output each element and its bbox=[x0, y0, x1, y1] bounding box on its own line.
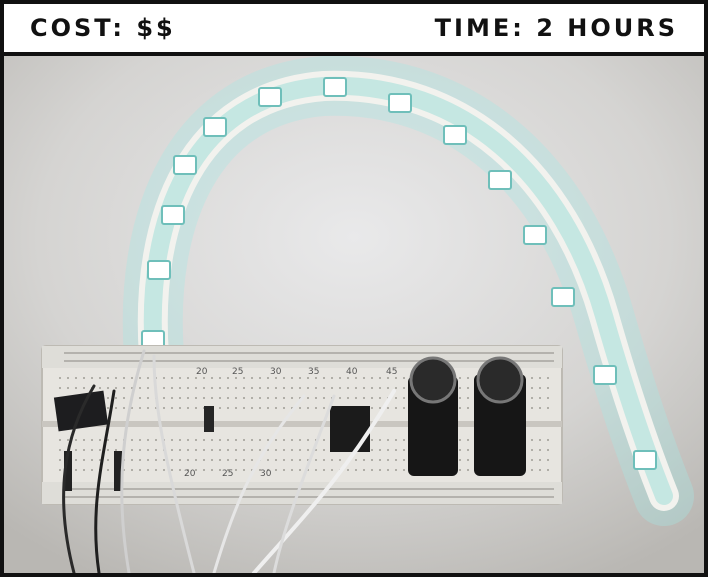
wires bbox=[62, 349, 396, 573]
board-number-35: 35 bbox=[308, 367, 319, 377]
board-number-20: 20 bbox=[196, 367, 208, 377]
board-number-30b: 30 bbox=[260, 469, 272, 479]
board-number-25: 25 bbox=[232, 367, 243, 377]
board-number-25b: 25 bbox=[222, 469, 233, 479]
board-number-20b: 20 bbox=[184, 469, 196, 479]
project-photo: 20 25 30 35 40 45 20 25 30 bbox=[4, 56, 704, 573]
board-number-40: 40 bbox=[346, 367, 358, 377]
led-strip bbox=[137, 70, 679, 511]
info-header: COST: $$ TIME: 2 HOURS bbox=[4, 4, 704, 56]
photo-illustration: 20 25 30 35 40 45 20 25 30 bbox=[4, 56, 704, 573]
cost-label: COST: $$ bbox=[30, 14, 176, 42]
time-label: TIME: 2 HOURS bbox=[434, 14, 678, 42]
led-chips bbox=[141, 77, 657, 470]
board-number-30: 30 bbox=[270, 367, 282, 377]
board-number-45: 45 bbox=[386, 367, 397, 377]
